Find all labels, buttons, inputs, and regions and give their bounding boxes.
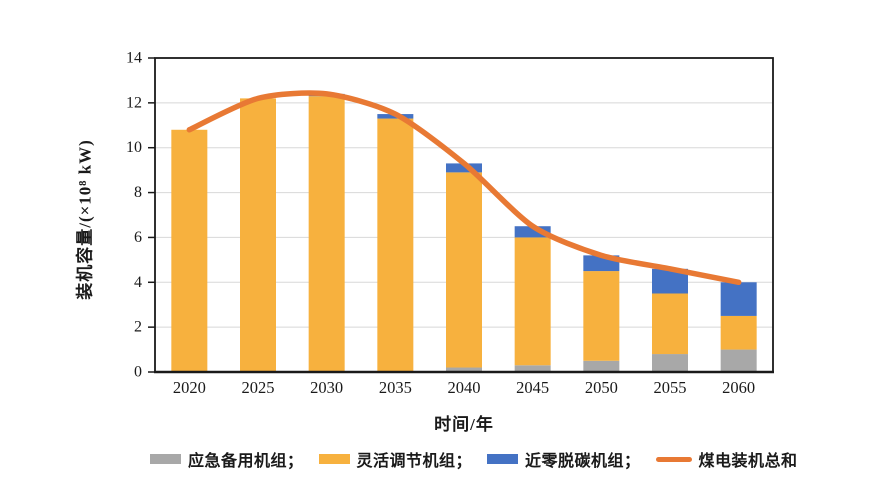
- bar-segment-灵活调节机组: [583, 271, 620, 361]
- x-tick-label: 2020: [173, 378, 206, 397]
- total-line: [186, 90, 742, 286]
- legend-swatch-line: [655, 456, 692, 462]
- x-tick-label: 2060: [722, 378, 755, 397]
- legend-swatch-rect: [318, 454, 350, 464]
- legend-item: 煤电装机总和: [655, 447, 798, 471]
- legend-item: 近零脱碳机组；: [487, 447, 641, 471]
- plot-area-svg: 0 2 4 6 8 10 12 14 2020 2025 2030 2035 2040 2045 2050 2…: [126, 50, 774, 398]
- bar-segment-近零脱碳机组: [514, 226, 551, 238]
- x-tick-label: 2050: [585, 378, 618, 397]
- y-tick-label: 10: [126, 139, 142, 156]
- y-tick-label: 4: [134, 274, 142, 291]
- y-tick-label: 14: [126, 50, 142, 67]
- legend-swatch-rect: [487, 454, 519, 464]
- bars-layer: [171, 93, 757, 372]
- y-tick-label: 12: [126, 94, 142, 111]
- bar-segment-灵活调节机组: [652, 293, 688, 355]
- bar-segment-应急备用机组: [446, 367, 482, 372]
- bar-segment-应急备用机组: [652, 354, 688, 372]
- bar-segment-灵活调节机组: [377, 118, 414, 372]
- legend-label: 应急备用机组；: [188, 453, 304, 470]
- y-tick-label: 2: [134, 319, 142, 336]
- x-tick-label: 2040: [448, 378, 481, 397]
- total-line-layer: [186, 90, 742, 286]
- bar-segment-灵活调节机组: [171, 129, 208, 372]
- legend-label: 灵活调节机组；: [356, 453, 473, 470]
- y-tick-label: 0: [134, 364, 142, 381]
- x-tick-label: 2045: [516, 378, 549, 397]
- x-tick-label: 2025: [242, 378, 275, 397]
- bar-segment-灵活调节机组: [514, 237, 551, 366]
- bar-segment-应急备用机组: [583, 360, 620, 372]
- x-tick-label: 2035: [379, 378, 412, 397]
- x-tick-label: 2055: [654, 378, 687, 397]
- bar-segment-应急备用机组: [720, 349, 757, 372]
- legend-item: 应急备用机组；: [150, 447, 304, 471]
- y-axis-title: 装机容量/(×10⁸ kW): [75, 139, 95, 300]
- legend: 应急备用机组； 灵活调节机组； 近零脱碳机组； 煤电装机总和: [150, 447, 850, 471]
- legend-swatch-rect: [150, 454, 181, 464]
- bar-segment-近零脱碳机组: [446, 163, 482, 173]
- y-tick-label: 6: [134, 229, 142, 246]
- bar-segment-近零脱碳机组: [720, 282, 757, 316]
- x-axis-title: 时间/年: [434, 415, 494, 434]
- axes-layer: [148, 57, 774, 374]
- x-tick-label: 2030: [310, 378, 343, 397]
- tick-labels-layer: 0 2 4 6 8 10 12 14 2020 2025 2030 2035 2040 2045 2050 2…: [126, 50, 755, 398]
- bar-segment-灵活调节机组: [308, 96, 345, 372]
- bar-segment-灵活调节机组: [446, 172, 482, 368]
- bar-segment-应急备用机组: [514, 365, 551, 372]
- bar-segment-灵活调节机组: [240, 98, 276, 372]
- legend-label: 煤电装机总和: [698, 453, 798, 470]
- legend-item: 灵活调节机组；: [318, 447, 473, 471]
- y-tick-label: 8: [134, 184, 142, 201]
- legend-label: 近零脱碳机组；: [525, 453, 641, 470]
- bar-segment-灵活调节机组: [720, 315, 757, 350]
